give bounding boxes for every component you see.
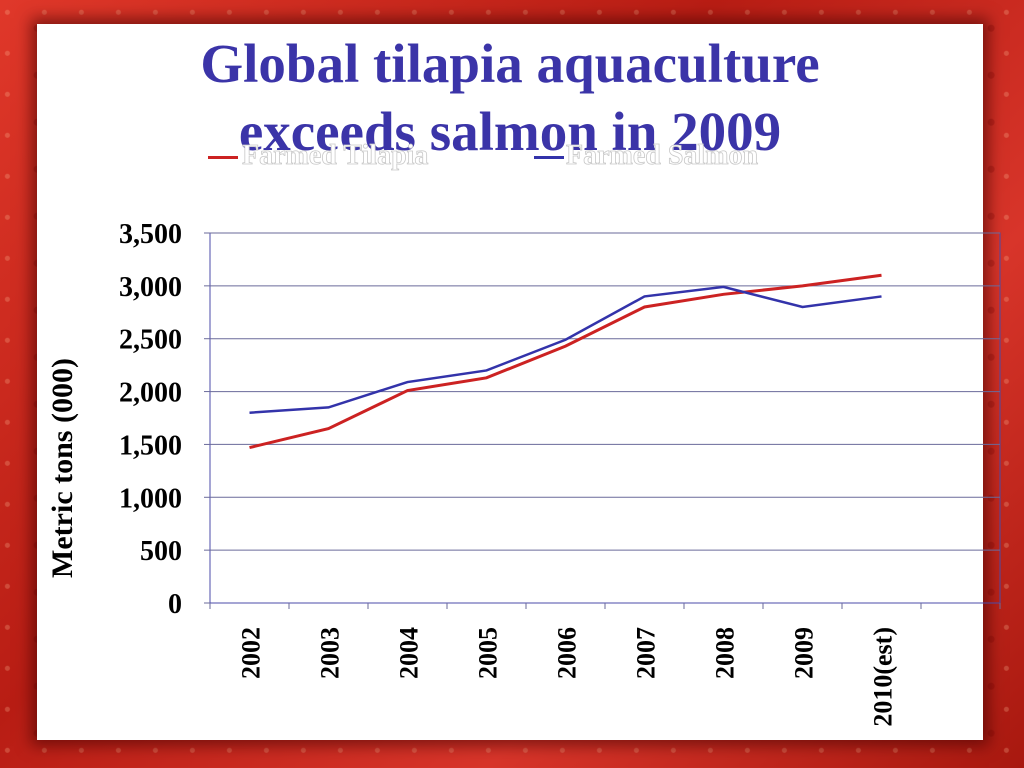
legend-label-salmon: Farmed Salmon <box>566 140 759 172</box>
legend: Farmed Tilapia Farmed Salmon <box>170 140 870 180</box>
x-tick-label: 2002 <box>237 627 266 679</box>
y-tick-label: 3,500 <box>119 219 182 250</box>
x-tick-label: 2008 <box>711 627 740 679</box>
y-tick-label: 2,500 <box>119 325 182 356</box>
slide: Global tilapia aquaculture exceeds salmo… <box>37 24 983 740</box>
x-tick-label: 2009 <box>790 627 819 679</box>
y-tick-label: 1,000 <box>119 483 182 514</box>
slide-title: Global tilapia aquaculture exceeds salmo… <box>37 30 983 166</box>
y-tick-label: 500 <box>140 536 182 567</box>
plot-area <box>209 232 1001 604</box>
x-tick-label: 2005 <box>474 627 503 679</box>
legend-swatch-tilapia <box>208 156 238 159</box>
y-tick-label: 0 <box>168 589 182 620</box>
x-tick-label: 2007 <box>632 627 661 679</box>
series-line-tilapia <box>249 273 882 450</box>
x-tick-label: 2004 <box>395 627 424 679</box>
legend-swatch-salmon <box>534 156 564 159</box>
title-line-2: exceeds salmon in 2009 <box>238 101 782 162</box>
x-tick-label: 2003 <box>316 627 345 679</box>
y-tick-label: 3,000 <box>119 272 182 303</box>
y-axis-label: Metric tons (000) <box>46 358 79 578</box>
x-tick-label: 2006 <box>553 627 582 679</box>
y-tick-label: 2,000 <box>119 378 182 409</box>
series-line-salmon <box>249 285 882 414</box>
legend-label-tilapia: Farmed Tilapia <box>242 140 429 172</box>
title-line-1: Global tilapia aquaculture <box>200 33 820 94</box>
x-tick-label: 2010(est) <box>869 627 898 727</box>
y-tick-label: 1,500 <box>119 430 182 461</box>
